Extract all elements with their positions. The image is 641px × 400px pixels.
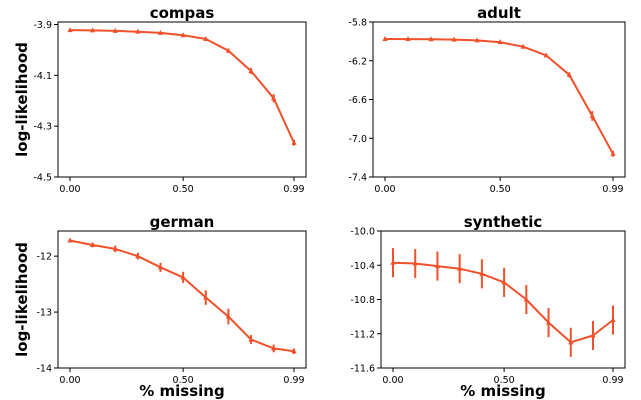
y-tick-label: -13 xyxy=(36,308,52,319)
y-tick-label: -11.2 xyxy=(350,329,375,340)
plot-frame xyxy=(380,230,626,369)
y-tick-label: -6.6 xyxy=(348,95,367,106)
data-point xyxy=(67,237,73,243)
y-tick-label: -4.1 xyxy=(33,71,52,82)
marks-layer: 0.00 0.50 0.99 -10.0 -10.4 -10.8 -11.2 -11.6 xyxy=(350,227,623,387)
panel-adult: adult 0.00 0.50 0.99 -5.8 -6.2 -6.6 -7.0 -7.4 xyxy=(348,4,626,196)
x-tick-label: 0.99 xyxy=(602,184,623,195)
data-point xyxy=(291,139,297,145)
data-point xyxy=(428,36,434,42)
data-point xyxy=(225,47,231,53)
plot-frame xyxy=(57,21,307,178)
data-point xyxy=(610,150,616,156)
data-point xyxy=(225,313,231,319)
data-point xyxy=(203,36,209,42)
data-point xyxy=(271,95,277,101)
data-point xyxy=(545,319,552,325)
data-point xyxy=(568,339,574,345)
data-point xyxy=(271,345,277,351)
data-point xyxy=(390,259,396,265)
y-tick-label: -6.2 xyxy=(348,56,367,67)
y-tick-label: -10.4 xyxy=(350,261,375,272)
marks-layer: 0.00 0.50 0.99 -3.9 -4.1 -4.3 -4.5 xyxy=(33,20,304,195)
x-tick-label: 0.50 xyxy=(173,375,194,386)
x-tick-label: 0.50 xyxy=(494,375,515,386)
y-tick-label: -7.4 xyxy=(348,173,367,184)
x-tick-label: 0.50 xyxy=(173,184,194,195)
y-tick-label: -14 xyxy=(36,364,52,375)
data-point xyxy=(566,71,572,77)
marks-layer: 0.00 0.50 0.99 -5.8 -6.2 -6.6 -7.0 -7.4 xyxy=(348,18,623,196)
x-tick-label: 0.00 xyxy=(59,375,80,386)
data-point xyxy=(157,264,164,270)
data-point xyxy=(157,29,164,35)
data-point xyxy=(180,274,186,280)
panel-title: compas xyxy=(150,4,215,22)
x-tick-label: 0.99 xyxy=(602,375,623,386)
data-point xyxy=(590,332,596,338)
data-point xyxy=(112,245,118,251)
data-point xyxy=(67,27,73,33)
data-point xyxy=(291,348,297,354)
y-tick-label: -12 xyxy=(36,252,52,263)
data-point xyxy=(610,317,616,323)
data-point xyxy=(434,263,441,269)
x-tick-label: 0.00 xyxy=(382,375,403,386)
plot-frame xyxy=(372,21,626,178)
x-axis-label: % missing xyxy=(139,382,224,400)
x-tick-label: 0.00 xyxy=(59,184,80,195)
plot-frame xyxy=(57,230,307,369)
data-point xyxy=(543,52,549,58)
data-point xyxy=(589,112,595,118)
y-tick-label: -10.0 xyxy=(350,227,375,238)
data-point xyxy=(523,296,529,302)
y-tick-label: -7.0 xyxy=(348,134,367,145)
y-tick-label: -4.5 xyxy=(33,173,52,184)
data-point xyxy=(382,35,388,41)
panel-title: adult xyxy=(477,4,521,22)
data-point xyxy=(248,68,254,74)
data-point xyxy=(412,260,418,266)
series-line xyxy=(69,29,295,144)
y-tick-label: -5.8 xyxy=(348,18,367,29)
series-line xyxy=(384,38,614,155)
marks-layer: 0.00 0.50 0.99 -12 -13 -14 xyxy=(36,237,305,386)
data-point xyxy=(501,279,507,285)
data-point xyxy=(520,43,526,49)
x-tick-label: 0.50 xyxy=(490,184,511,195)
y-tick-label: -11.6 xyxy=(350,364,375,375)
data-point xyxy=(474,37,480,43)
data-point xyxy=(180,32,186,38)
data-point xyxy=(112,27,118,33)
y-axis-label: log-likelihood xyxy=(13,242,31,357)
y-tick-label: -4.3 xyxy=(33,122,52,133)
data-point xyxy=(203,294,209,300)
panel-german: german log-likelihood % missing 0.00 0.50… xyxy=(13,213,307,400)
y-tick-label: -3.9 xyxy=(33,20,52,31)
series-line xyxy=(392,261,614,344)
panel-title: german xyxy=(150,213,215,231)
data-point xyxy=(497,39,503,45)
data-point xyxy=(90,241,96,247)
data-point xyxy=(457,265,463,271)
x-tick-label: 0.99 xyxy=(283,184,304,195)
data-point xyxy=(90,27,96,33)
x-tick-label: 0.00 xyxy=(374,184,395,195)
x-axis-label: % missing xyxy=(460,382,545,400)
series-line xyxy=(69,239,295,353)
x-tick-label: 0.99 xyxy=(283,375,304,386)
panel-compas: compas log-likelihood 0.00 0.50 0.99 -3.9 -4… xyxy=(13,4,307,195)
y-axis-label: log-likelihood xyxy=(13,42,31,157)
panel-title: synthetic xyxy=(464,213,543,231)
data-point xyxy=(405,36,411,42)
data-point xyxy=(451,36,457,42)
panel-synthetic: synthetic % missing 0.00 0.50 0.99 -10.0 -10… xyxy=(350,213,626,400)
data-point xyxy=(135,28,141,34)
data-point xyxy=(135,253,141,259)
data-point xyxy=(479,270,485,276)
data-point xyxy=(248,336,254,342)
y-tick-label: -10.8 xyxy=(350,295,375,306)
